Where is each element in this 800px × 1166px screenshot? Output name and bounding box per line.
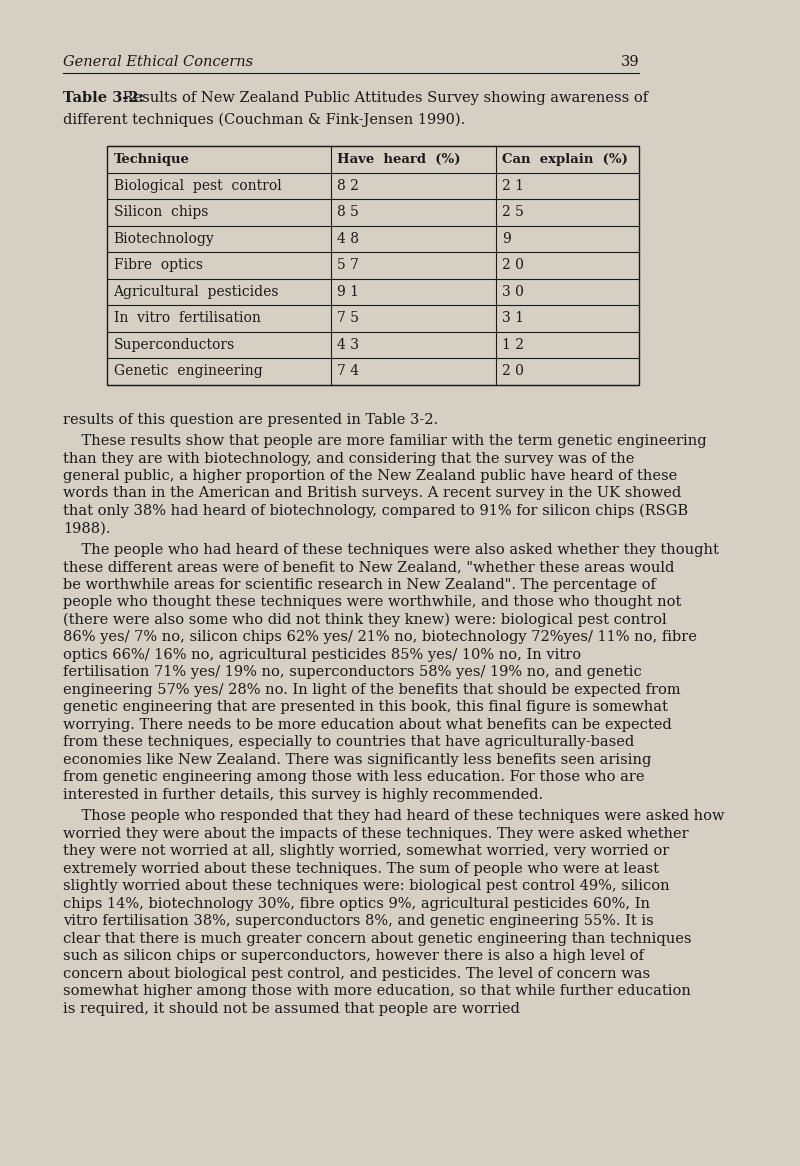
Text: 8 5: 8 5	[337, 205, 359, 219]
Text: such as silicon chips or superconductors, however there is also a high level of: such as silicon chips or superconductors…	[63, 949, 644, 963]
Text: 3 0: 3 0	[502, 285, 524, 298]
Text: different techniques (Couchman & Fink-Jensen 1990).: different techniques (Couchman & Fink-Je…	[63, 113, 466, 127]
Text: Have  heard  (%): Have heard (%)	[337, 153, 461, 166]
Text: engineering 57% yes/ 28% no. In light of the benefits that should be expected fr: engineering 57% yes/ 28% no. In light of…	[63, 683, 681, 697]
Text: 86% yes/ 7% no, silicon chips 62% yes/ 21% no, biotechnology 72%yes/ 11% no, fib: 86% yes/ 7% no, silicon chips 62% yes/ 2…	[63, 631, 697, 645]
Text: 9: 9	[502, 232, 511, 246]
Text: clear that there is much greater concern about genetic engineering than techniqu: clear that there is much greater concern…	[63, 932, 692, 946]
Text: is required, it should not be assumed that people are worried: is required, it should not be assumed th…	[63, 1002, 520, 1016]
Text: be worthwhile areas for scientific research in New Zealand". The percentage of: be worthwhile areas for scientific resea…	[63, 578, 656, 592]
Text: interested in further details, this survey is highly recommended.: interested in further details, this surv…	[63, 788, 543, 802]
Text: Table 3-2:: Table 3-2:	[63, 91, 144, 105]
Text: results of this question are presented in Table 3-2.: results of this question are presented i…	[63, 413, 438, 427]
Text: General Ethical Concerns: General Ethical Concerns	[63, 55, 254, 69]
Text: 4 8: 4 8	[337, 232, 359, 246]
Text: These results show that people are more familiar with the term genetic engineeri: These results show that people are more …	[63, 434, 707, 448]
Text: words than in the American and British surveys. A recent survey in the UK showed: words than in the American and British s…	[63, 486, 682, 500]
Text: Biological  pest  control: Biological pest control	[114, 178, 282, 192]
Text: The people who had heard of these techniques were also asked whether they though: The people who had heard of these techni…	[63, 543, 719, 557]
Text: general public, a higher proportion of the New Zealand public have heard of thes: general public, a higher proportion of t…	[63, 469, 678, 483]
Text: somewhat higher among those with more education, so that while further education: somewhat higher among those with more ed…	[63, 984, 691, 998]
Text: 7 5: 7 5	[337, 311, 359, 325]
Text: Agricultural  pesticides: Agricultural pesticides	[114, 285, 279, 298]
Text: Results of New Zealand Public Attitudes Survey showing awareness of: Results of New Zealand Public Attitudes …	[118, 91, 648, 105]
Text: 1 2: 1 2	[502, 338, 524, 352]
Text: Biotechnology: Biotechnology	[114, 232, 214, 246]
Text: extremely worried about these techniques. The sum of people who were at least: extremely worried about these techniques…	[63, 862, 659, 876]
Text: 2 5: 2 5	[502, 205, 524, 219]
Text: 3 1: 3 1	[502, 311, 524, 325]
Text: optics 66%/ 16% no, agricultural pesticides 85% yes/ 10% no, In vitro: optics 66%/ 16% no, agricultural pestici…	[63, 648, 582, 662]
Text: slightly worried about these techniques were: biological pest control 49%, silic: slightly worried about these techniques …	[63, 879, 670, 893]
Text: Can  explain  (%): Can explain (%)	[502, 153, 628, 166]
Text: chips 14%, biotechnology 30%, fibre optics 9%, agricultural pesticides 60%, In: chips 14%, biotechnology 30%, fibre opti…	[63, 897, 650, 911]
Text: 1988).: 1988).	[63, 521, 110, 535]
Text: Those people who responded that they had heard of these techniques were asked ho: Those people who responded that they had…	[63, 809, 725, 823]
Bar	[107, 146, 639, 385]
Text: Superconductors: Superconductors	[114, 338, 234, 352]
Text: that only 38% had heard of biotechnology, compared to 91% for silicon chips (RSG: that only 38% had heard of biotechnology…	[63, 504, 688, 519]
Text: (there were also some who did not think they knew) were: biological pest control: (there were also some who did not think …	[63, 613, 667, 627]
Text: 5 7: 5 7	[337, 258, 359, 272]
Text: 7 4: 7 4	[337, 364, 359, 378]
Text: people who thought these techniques were worthwhile, and those who thought not: people who thought these techniques were…	[63, 596, 682, 610]
Text: they were not worried at all, slightly worried, somewhat worried, very worried o: they were not worried at all, slightly w…	[63, 844, 670, 858]
Text: 2 0: 2 0	[502, 364, 524, 378]
Text: from genetic engineering among those with less education. For those who are: from genetic engineering among those wit…	[63, 771, 645, 785]
Text: 2 1: 2 1	[502, 178, 524, 192]
Text: Fibre  optics: Fibre optics	[114, 258, 202, 272]
Text: worrying. There needs to be more education about what benefits can be expected: worrying. There needs to be more educati…	[63, 718, 672, 732]
Text: 2 0: 2 0	[502, 258, 524, 272]
Text: Technique: Technique	[114, 153, 190, 166]
Text: In  vitro  fertilisation: In vitro fertilisation	[114, 311, 261, 325]
Text: these different areas were of benefit to New Zealand, "whether these areas would: these different areas were of benefit to…	[63, 561, 674, 575]
Text: 4 3: 4 3	[337, 338, 359, 352]
Text: Genetic  engineering: Genetic engineering	[114, 364, 262, 378]
Text: fertilisation 71% yes/ 19% no, superconductors 58% yes/ 19% no, and genetic: fertilisation 71% yes/ 19% no, supercond…	[63, 666, 642, 680]
Text: Silicon  chips: Silicon chips	[114, 205, 208, 219]
Text: 9 1: 9 1	[337, 285, 359, 298]
Text: vitro fertilisation 38%, superconductors 8%, and genetic engineering 55%. It is: vitro fertilisation 38%, superconductors…	[63, 914, 654, 928]
Text: economies like New Zealand. There was significantly less benefits seen arising: economies like New Zealand. There was si…	[63, 753, 652, 767]
Text: from these techniques, especially to countries that have agriculturally-based: from these techniques, especially to cou…	[63, 736, 634, 750]
Text: worried they were about the impacts of these techniques. They were asked whether: worried they were about the impacts of t…	[63, 827, 689, 841]
Text: concern about biological pest control, and pesticides. The level of concern was: concern about biological pest control, a…	[63, 967, 650, 981]
Text: 39: 39	[621, 55, 639, 69]
Text: genetic engineering that are presented in this book, this final figure is somewh: genetic engineering that are presented i…	[63, 701, 668, 715]
Text: 8 2: 8 2	[337, 178, 359, 192]
Text: than they are with biotechnology, and considering that the survey was of the: than they are with biotechnology, and co…	[63, 451, 634, 465]
